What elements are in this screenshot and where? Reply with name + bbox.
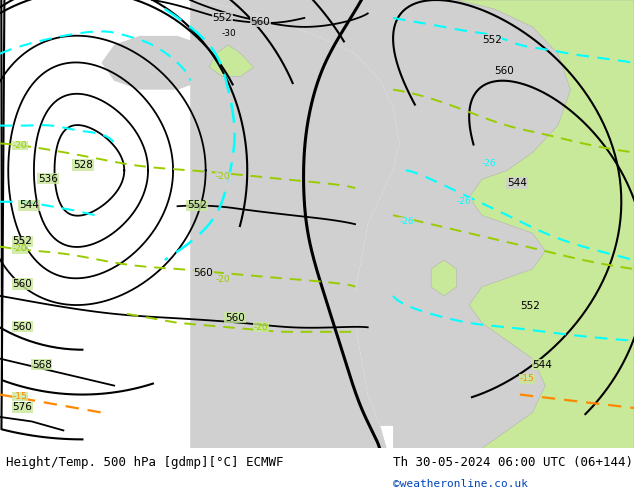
Text: -20: -20 [216, 275, 230, 285]
Text: Height/Temp. 500 hPa [gdmp][°C] ECMWF: Height/Temp. 500 hPa [gdmp][°C] ECMWF [6, 456, 284, 469]
Text: 552: 552 [13, 236, 32, 246]
Text: 560: 560 [193, 268, 213, 278]
Text: 544: 544 [19, 200, 39, 211]
Polygon shape [190, 0, 634, 448]
Text: ©weatheronline.co.uk: ©weatheronline.co.uk [393, 479, 528, 489]
Text: -20: -20 [13, 141, 27, 150]
Text: 552: 552 [520, 301, 540, 311]
Text: 560: 560 [13, 279, 32, 289]
Text: 552: 552 [212, 13, 232, 23]
Text: -15: -15 [13, 392, 27, 401]
Polygon shape [431, 260, 456, 296]
Text: 568: 568 [32, 360, 51, 369]
Text: 544: 544 [507, 178, 527, 188]
Text: -26: -26 [399, 217, 414, 226]
Text: 544: 544 [533, 360, 552, 369]
Text: -20: -20 [216, 172, 230, 181]
Text: -20: -20 [13, 244, 27, 253]
Text: 560: 560 [225, 313, 245, 322]
Text: Th 30-05-2024 06:00 UTC (06+144): Th 30-05-2024 06:00 UTC (06+144) [393, 456, 633, 469]
Text: -15: -15 [520, 374, 534, 383]
Text: -26: -26 [456, 197, 471, 206]
Polygon shape [190, 0, 399, 448]
Text: -20: -20 [254, 322, 268, 332]
Polygon shape [456, 0, 634, 448]
Polygon shape [209, 45, 254, 76]
Text: 536: 536 [38, 173, 58, 184]
Text: -26: -26 [482, 159, 496, 168]
Text: 560: 560 [495, 66, 514, 76]
Text: 560: 560 [13, 321, 32, 332]
Text: 528: 528 [73, 160, 93, 170]
Text: 552: 552 [187, 200, 207, 211]
Text: -30: -30 [222, 29, 236, 38]
Text: 552: 552 [482, 35, 501, 45]
Text: 576: 576 [13, 402, 32, 412]
Text: 560: 560 [250, 17, 270, 26]
Polygon shape [101, 36, 216, 90]
